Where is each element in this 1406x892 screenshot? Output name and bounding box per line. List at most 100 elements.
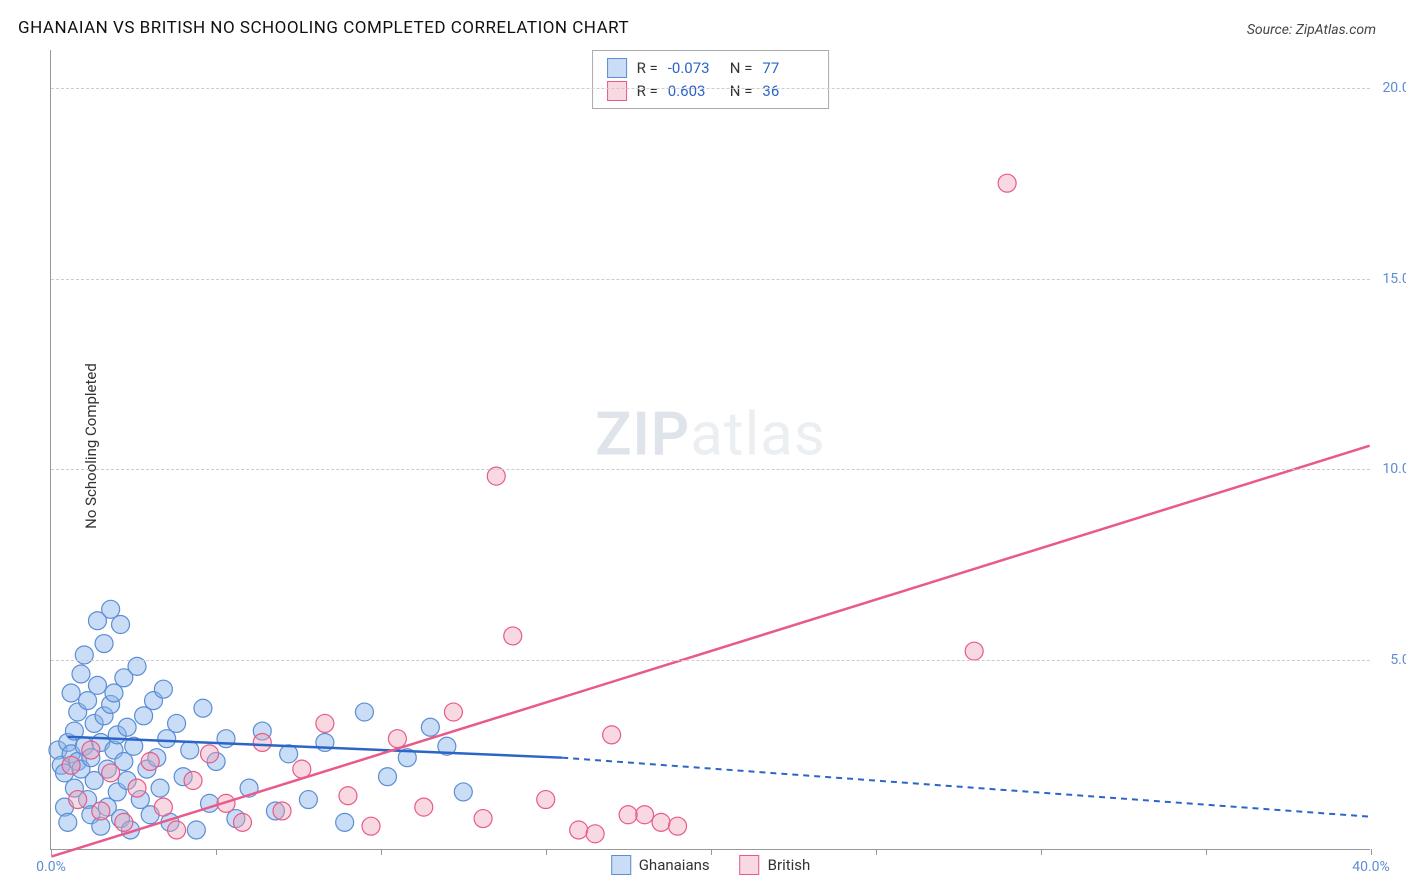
bottom-legend: Ghanaians British <box>611 855 811 875</box>
scatter-point <box>95 635 113 653</box>
scatter-point <box>181 741 199 759</box>
ytick-label: 10.0% <box>1360 461 1406 477</box>
scatter-point <box>75 646 93 664</box>
scatter-point <box>316 714 334 732</box>
scatter-point <box>388 730 406 748</box>
source-label: Source: ZipAtlas.com <box>1247 22 1376 38</box>
scatter-point <box>62 684 80 702</box>
scatter-point <box>69 791 87 809</box>
scatter-point <box>151 779 169 797</box>
legend-label: Ghanaians <box>639 856 710 874</box>
scatter-point <box>379 768 397 786</box>
xtick <box>546 849 547 855</box>
xtick <box>381 849 382 855</box>
trend-line-dashed <box>562 758 1369 817</box>
scatter-point <box>454 783 472 801</box>
swatch-ghanaians <box>611 855 631 875</box>
scatter-point <box>652 813 670 831</box>
swatch-british <box>740 855 760 875</box>
scatter-point <box>118 718 136 736</box>
r-value: -0.073 <box>668 57 720 80</box>
stat-row-1: R = 0.603 N = 36 <box>607 80 815 103</box>
scatter-point <box>168 714 186 732</box>
scatter-point <box>570 821 588 839</box>
scatter-point <box>128 779 146 797</box>
scatter-point <box>998 174 1016 192</box>
xtick <box>216 849 217 855</box>
gridline <box>51 660 1370 661</box>
scatter-point <box>336 813 354 831</box>
scatter-point <box>355 703 373 721</box>
scatter-point <box>619 806 637 824</box>
xtick-label: 40.0% <box>1352 859 1390 875</box>
scatter-point <box>92 802 110 820</box>
swatch-british <box>607 81 627 101</box>
scatter-point <box>504 627 522 645</box>
scatter-point <box>112 616 130 634</box>
scatter-point <box>537 791 555 809</box>
xtick <box>51 849 52 855</box>
xtick-label: 0.0% <box>36 859 66 875</box>
scatter-point <box>233 813 251 831</box>
n-value: 36 <box>762 80 814 103</box>
scatter-point <box>141 753 159 771</box>
scatter-point <box>135 707 153 725</box>
ytick-label: 5.0% <box>1360 652 1406 668</box>
chart-container: GHANAIAN VS BRITISH NO SCHOOLING COMPLET… <box>0 0 1406 892</box>
scatter-point <box>184 772 202 790</box>
scatter-point <box>154 798 172 816</box>
chart-svg <box>51 50 1370 849</box>
chart-title: GHANAIAN VS BRITISH NO SCHOOLING COMPLET… <box>18 18 629 38</box>
stat-legend: R = -0.073 N = 77 R = 0.603 N = 36 <box>592 50 830 109</box>
scatter-point <box>965 642 983 660</box>
trend-line <box>51 446 1369 857</box>
scatter-point <box>669 817 687 835</box>
scatter-point <box>603 726 621 744</box>
scatter-point <box>168 821 186 839</box>
scatter-point <box>636 806 654 824</box>
r-label: R = <box>637 57 658 80</box>
n-label: N = <box>730 57 753 80</box>
scatter-point <box>415 798 433 816</box>
scatter-point <box>253 733 271 751</box>
ytick-label: 15.0% <box>1360 271 1406 287</box>
swatch-ghanaians <box>607 58 627 78</box>
xtick <box>711 849 712 855</box>
scatter-point <box>59 813 77 831</box>
xtick <box>1206 849 1207 855</box>
scatter-point <box>154 680 172 698</box>
scatter-point <box>339 787 357 805</box>
gridline <box>51 469 1370 470</box>
ytick-label: 20.0% <box>1360 80 1406 96</box>
scatter-point <box>115 813 133 831</box>
xtick <box>1041 849 1042 855</box>
scatter-point <box>421 718 439 736</box>
scatter-point <box>88 676 106 694</box>
scatter-point <box>62 756 80 774</box>
scatter-point <box>201 745 219 763</box>
stat-row-0: R = -0.073 N = 77 <box>607 57 815 80</box>
scatter-point <box>194 699 212 717</box>
legend-item-ghanaians: Ghanaians <box>611 855 710 875</box>
scatter-point <box>444 703 462 721</box>
scatter-point <box>105 684 123 702</box>
plot-area: ZIPatlas R = -0.073 N = 77 R = 0.603 N =… <box>50 50 1370 850</box>
scatter-point <box>586 825 604 843</box>
scatter-point <box>79 692 97 710</box>
scatter-point <box>72 665 90 683</box>
scatter-point <box>158 730 176 748</box>
scatter-point <box>82 741 100 759</box>
gridline <box>51 88 1370 89</box>
scatter-point <box>362 817 380 835</box>
gridline <box>51 279 1370 280</box>
scatter-point <box>102 600 120 618</box>
scatter-point <box>273 802 291 820</box>
scatter-point <box>102 764 120 782</box>
n-label: N = <box>730 80 753 103</box>
scatter-point <box>187 821 205 839</box>
scatter-point <box>474 810 492 828</box>
r-value: 0.603 <box>668 80 720 103</box>
r-label: R = <box>637 80 658 103</box>
legend-label: British <box>768 856 811 874</box>
xtick <box>876 849 877 855</box>
